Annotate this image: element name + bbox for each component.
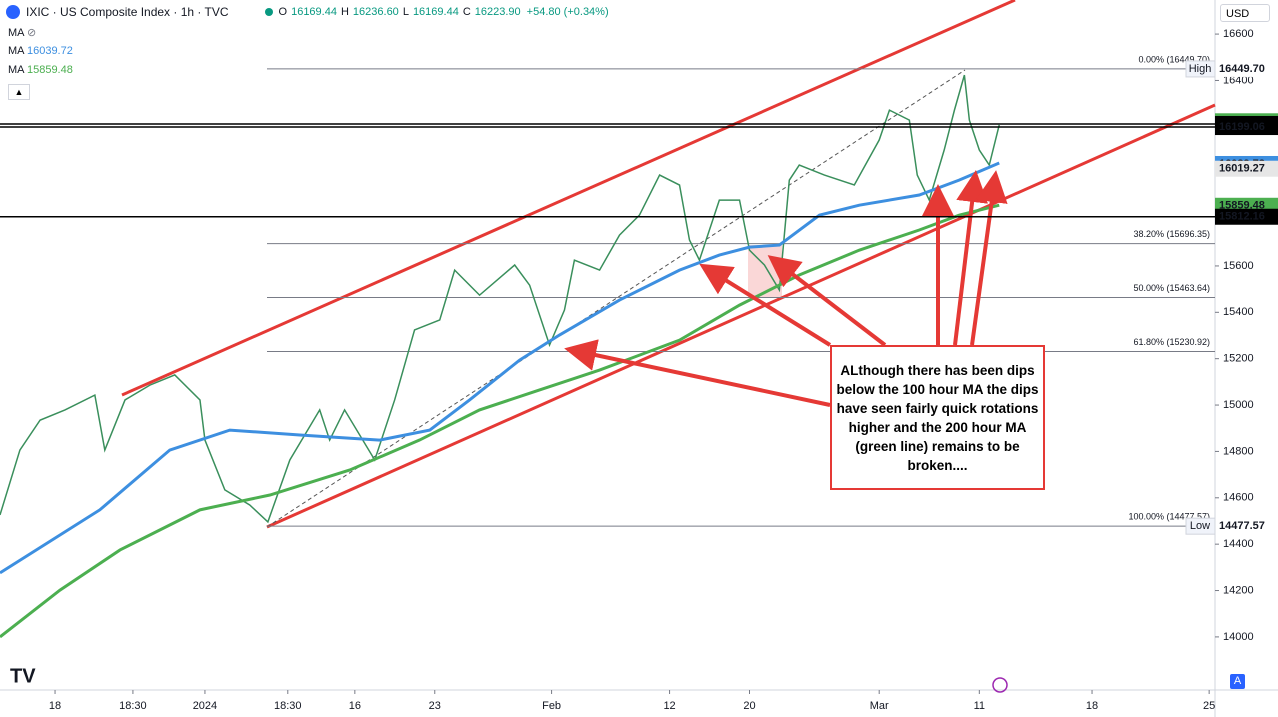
price-badge-label: 16019.27 <box>1219 163 1265 175</box>
price-badge-label: 15859.48 <box>1219 200 1265 212</box>
symbol-icon <box>6 5 20 19</box>
header: IXIC · US Composite Index · 1h · TVC O 16… <box>6 5 609 19</box>
ohlc-key: O <box>278 6 288 18</box>
fib-label: 100.00% (14477.57) <box>1128 512 1210 522</box>
tag-label: Low <box>1190 520 1210 532</box>
tag-label: High <box>1189 63 1212 75</box>
x-tick-label: 16 <box>349 700 361 712</box>
price-badge <box>1215 60 1278 77</box>
price-badge <box>1215 518 1278 535</box>
fib-label: 61.80% (15230.92) <box>1133 337 1210 347</box>
ohlc-key: H <box>340 6 349 18</box>
ohlc-value: 16236.60 <box>352 6 399 18</box>
price-badge-label: 16199.06 <box>1219 121 1265 133</box>
indicator-value: 16039.72 <box>26 45 73 57</box>
y-tick-label: 14600 <box>1223 492 1254 504</box>
status-dot <box>264 8 273 16</box>
y-tick-label: 14000 <box>1223 631 1254 643</box>
fib-trend <box>266 69 966 528</box>
y-tick-label: 15400 <box>1223 306 1254 318</box>
indicator-name: MA <box>8 27 24 39</box>
x-tick-label: 18 <box>1086 700 1098 712</box>
price-badge <box>1215 160 1278 177</box>
x-tick-label: Mar <box>870 700 889 712</box>
x-tick-label: 11 <box>974 700 985 712</box>
x-tick-label: 12 <box>663 700 675 712</box>
change: +54.80 (+0.34%) <box>526 6 609 18</box>
series-line <box>0 74 1000 524</box>
ohlc-value: 16169.44 <box>291 6 337 18</box>
x-tick-label: 20 <box>743 700 755 712</box>
indicator-name: MA <box>8 64 24 76</box>
price-badge-label: 14477.57 <box>1219 520 1265 532</box>
logo: TV <box>10 665 36 687</box>
y-tick-label: 16400 <box>1223 74 1254 86</box>
x-tick-label: 2024 <box>193 700 217 712</box>
y-tick-label: 15600 <box>1223 260 1254 272</box>
ohlc: O 16169.44 H 16236.60 L 16169.44 C 16223.90 <box>279 6 521 18</box>
y-tick-label: 14800 <box>1223 445 1254 457</box>
indicator[interactable]: MA ⊘ <box>8 27 37 39</box>
ohlc-value: 16169.44 <box>412 6 459 18</box>
arrow <box>970 170 1008 346</box>
price-badge-label: 16449.70 <box>1219 63 1265 75</box>
indicator[interactable]: MA 16039.72 <box>8 45 73 57</box>
arrows <box>564 170 1008 407</box>
y-tick-label: 15200 <box>1223 353 1254 365</box>
arrow <box>767 255 887 347</box>
icon <box>992 677 1008 693</box>
arrow <box>564 339 831 407</box>
y-tick-label: 16600 <box>1223 28 1254 40</box>
y-tick-label: 15000 <box>1223 399 1254 411</box>
x-tick-label: 18:30 <box>119 700 147 712</box>
fib-label: 38.20% (15696.35) <box>1133 229 1210 239</box>
series-line <box>0 203 1000 639</box>
y-tick-label: 14200 <box>1223 584 1254 596</box>
x-tick-label: 25 <box>1203 700 1215 712</box>
channel-lower <box>266 103 1216 529</box>
annotation: ALthough there has been dips below the 1… <box>830 345 1045 490</box>
x-tick-label: 18:30 <box>274 700 302 712</box>
indicator-value: 15859.48 <box>26 64 73 76</box>
tag-box <box>1185 517 1216 535</box>
price-badge <box>1215 208 1278 225</box>
indicator[interactable]: MA 15859.48 <box>8 64 73 76</box>
fib-label: 50.00% (15463.64) <box>1133 283 1210 293</box>
price-badge <box>1215 119 1278 136</box>
series-line <box>0 161 1000 575</box>
tag-box <box>1185 60 1216 78</box>
ohlc-value: 16223.90 <box>474 6 521 18</box>
auto-scale-button[interactable]: A <box>1230 674 1245 689</box>
x-tick-label: 18 <box>49 700 61 712</box>
x-tick-label: Feb <box>542 700 561 712</box>
indicator-name: MA <box>8 45 24 57</box>
arrow <box>699 263 832 347</box>
symbol[interactable]: IXIC · US Composite Index · 1h · TVC <box>26 5 229 19</box>
currency-button[interactable]: USD <box>1220 4 1270 22</box>
y-tick-label: 14400 <box>1223 538 1254 550</box>
collapse-button[interactable]: ▲ <box>8 84 30 100</box>
ohlc-key: C <box>462 6 471 18</box>
arrow <box>953 170 989 346</box>
channel-upper <box>121 0 1016 397</box>
x-tick-label: 23 <box>429 700 441 712</box>
ohlc-key: L <box>402 6 409 18</box>
price-badge-label: 15812.16 <box>1219 211 1265 223</box>
fib-label: 0.00% (16449.70) <box>1138 54 1210 64</box>
